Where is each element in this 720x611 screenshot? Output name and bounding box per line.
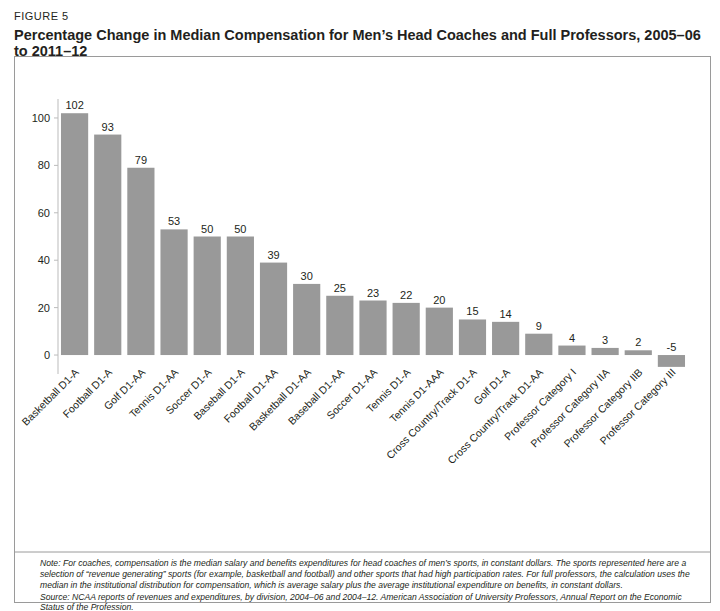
y-tick [54, 307, 58, 308]
data-label: 2 [635, 336, 641, 348]
data-label: -5 [667, 341, 677, 353]
y-tick [54, 260, 58, 261]
data-label: 25 [334, 282, 346, 294]
y-tick-label: 0 [44, 349, 50, 361]
bar [393, 303, 420, 355]
bar [61, 113, 88, 355]
y-tick-label: 80 [38, 159, 50, 171]
bar [326, 296, 353, 355]
separator [15, 552, 710, 553]
bars [61, 113, 685, 367]
data-label: 15 [466, 305, 478, 317]
x-tick-label: Baseball D1-AA [285, 366, 346, 427]
bar [558, 346, 585, 355]
y-tick [54, 117, 58, 118]
data-label: 50 [201, 223, 213, 235]
bar [127, 168, 154, 355]
chart: 0204060801001029379535050393025232220151… [0, 0, 720, 611]
bar [359, 301, 386, 356]
y-axis-line [58, 99, 59, 374]
data-label: 93 [102, 121, 114, 133]
y-tick-label: 40 [38, 254, 50, 266]
x-tick-label: Football D1-A [60, 366, 114, 420]
bar [592, 348, 619, 355]
data-label: 79 [135, 154, 147, 166]
data-label: 30 [301, 270, 313, 282]
y-tick-label: 20 [38, 302, 50, 314]
source: Source: NCAA reports of revenues and exp… [40, 592, 695, 611]
data-label: 50 [234, 223, 246, 235]
data-label: 14 [500, 308, 512, 320]
y-tick [54, 165, 58, 166]
x-tick-label: Professor Category III [597, 366, 678, 447]
bar [194, 237, 221, 356]
data-label: 39 [267, 249, 279, 261]
bar [426, 308, 453, 355]
data-label: 23 [367, 287, 379, 299]
y-tick-label: 100 [32, 112, 50, 124]
bar [260, 263, 287, 355]
data-label: 20 [433, 294, 445, 306]
x-tick-label: Basketball D1-A [19, 366, 81, 428]
bar [459, 319, 486, 355]
y-tick-label: 60 [38, 207, 50, 219]
y-tick [54, 355, 58, 356]
figure-label: FIGURE 5 [14, 10, 69, 22]
y-tick [54, 212, 58, 213]
data-label: 22 [400, 289, 412, 301]
bar [293, 284, 320, 355]
bar [94, 135, 121, 355]
data-label: 4 [569, 332, 575, 344]
bar [160, 229, 187, 355]
bar [227, 237, 254, 356]
bar [525, 334, 552, 355]
data-label: 9 [536, 320, 542, 332]
title: Percentage Change in Median Compensation… [14, 27, 714, 59]
bar [492, 322, 519, 355]
bar [658, 355, 685, 367]
bar [625, 350, 652, 355]
data-label: 102 [65, 99, 83, 111]
data-label: 53 [168, 215, 180, 227]
data-label: 3 [602, 334, 608, 346]
note: Note: For coaches, compensation is the m… [40, 558, 695, 591]
